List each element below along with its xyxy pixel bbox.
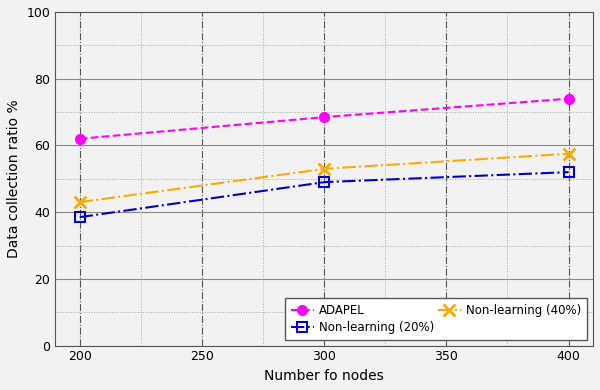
Legend: ADAPEL, Non-learning (20%), Non-learning (40%): ADAPEL, Non-learning (20%), Non-learning… xyxy=(284,298,587,340)
Y-axis label: Data collection ratio %: Data collection ratio % xyxy=(7,99,21,258)
X-axis label: Number fo nodes: Number fo nodes xyxy=(264,369,384,383)
